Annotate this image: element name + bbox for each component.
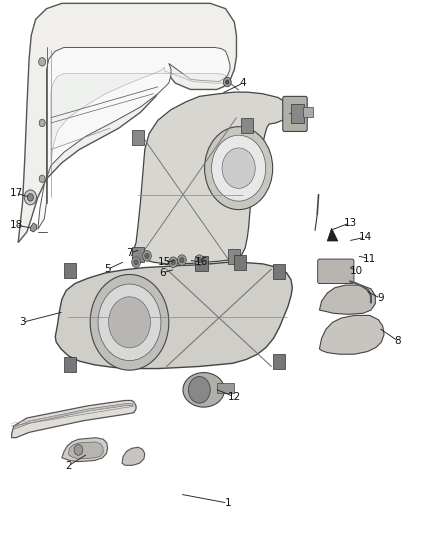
Text: 10: 10 (350, 266, 363, 276)
Text: 14: 14 (359, 232, 372, 243)
Circle shape (74, 445, 83, 455)
Polygon shape (327, 228, 338, 241)
Text: 9: 9 (377, 293, 384, 303)
Polygon shape (51, 67, 226, 163)
Text: 8: 8 (395, 336, 401, 346)
Circle shape (109, 297, 150, 348)
Bar (64, 358, 76, 372)
Polygon shape (319, 285, 375, 314)
Ellipse shape (183, 373, 224, 407)
Polygon shape (62, 438, 108, 462)
Bar (195, 256, 208, 271)
Text: 2: 2 (65, 461, 72, 471)
Text: 17: 17 (9, 188, 23, 198)
Circle shape (24, 190, 36, 205)
Circle shape (143, 251, 151, 261)
Polygon shape (30, 223, 36, 232)
Polygon shape (55, 262, 292, 368)
Bar (303, 107, 313, 117)
Polygon shape (132, 92, 289, 264)
Circle shape (39, 175, 45, 182)
Bar (132, 131, 145, 146)
Text: 15: 15 (158, 257, 171, 267)
Circle shape (226, 80, 229, 84)
Text: 11: 11 (363, 254, 376, 263)
Circle shape (188, 376, 210, 403)
Text: 18: 18 (9, 220, 23, 230)
Circle shape (169, 257, 177, 268)
Circle shape (177, 255, 186, 265)
Circle shape (132, 257, 141, 268)
Bar (228, 249, 240, 264)
Bar (291, 104, 304, 123)
Circle shape (90, 274, 169, 370)
Circle shape (212, 135, 266, 201)
Polygon shape (122, 447, 145, 465)
Bar (273, 264, 286, 279)
Circle shape (205, 127, 273, 209)
Circle shape (180, 257, 184, 263)
Bar (241, 118, 254, 133)
Text: 1: 1 (224, 498, 231, 508)
Text: 5: 5 (104, 264, 111, 274)
Text: 3: 3 (19, 317, 26, 327)
Polygon shape (38, 47, 230, 229)
Circle shape (98, 284, 161, 361)
Text: 12: 12 (228, 392, 241, 402)
Text: 13: 13 (343, 218, 357, 228)
Polygon shape (68, 442, 103, 459)
Text: 16: 16 (195, 257, 208, 267)
Bar (132, 247, 145, 262)
Circle shape (195, 255, 204, 265)
Circle shape (39, 58, 46, 66)
Circle shape (27, 193, 33, 201)
Bar (273, 354, 286, 368)
Bar (234, 255, 246, 270)
Circle shape (145, 253, 149, 259)
FancyBboxPatch shape (283, 96, 307, 132)
Polygon shape (14, 403, 133, 429)
Polygon shape (18, 3, 237, 243)
Text: 6: 6 (159, 268, 166, 278)
Polygon shape (319, 316, 384, 354)
Circle shape (197, 257, 201, 263)
Polygon shape (12, 400, 136, 438)
Bar (64, 263, 76, 278)
FancyBboxPatch shape (318, 259, 354, 284)
Circle shape (171, 260, 175, 265)
Circle shape (39, 119, 45, 127)
Circle shape (134, 260, 138, 265)
Bar (217, 383, 234, 393)
Text: 7: 7 (126, 248, 133, 258)
Text: 4: 4 (240, 78, 246, 88)
Circle shape (223, 77, 231, 87)
Circle shape (222, 148, 255, 188)
